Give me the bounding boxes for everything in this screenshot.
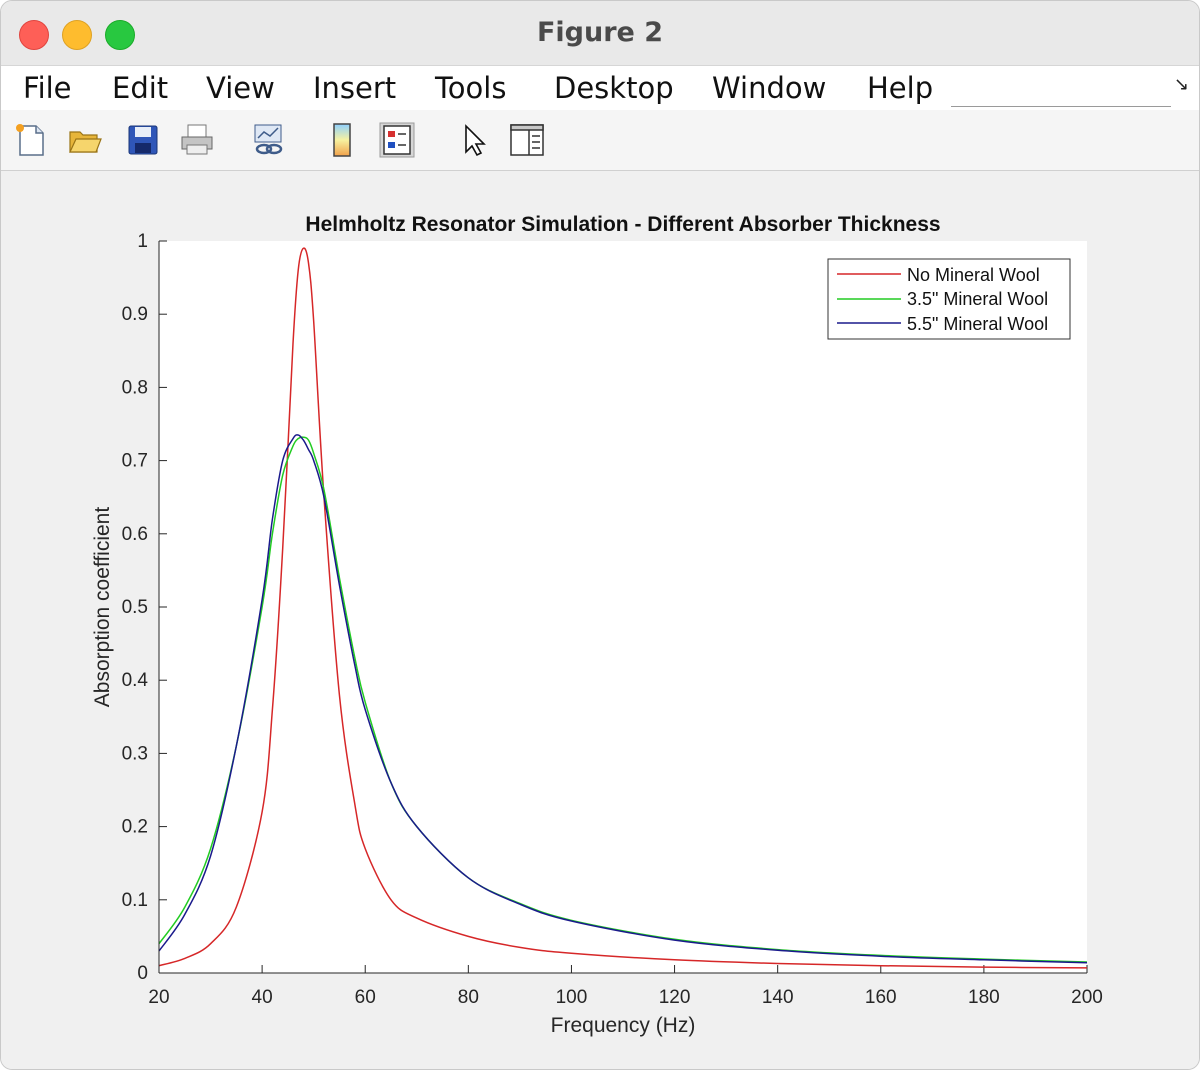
menu-insert[interactable]: Insert (313, 71, 397, 105)
x-tick-label: 140 (762, 987, 794, 1008)
legend-icon[interactable] (379, 122, 415, 158)
title-bar[interactable]: Figure 2 (1, 1, 1199, 65)
link-plot-icon[interactable] (251, 122, 287, 158)
pointer-arrow-icon[interactable] (457, 122, 493, 158)
figure-canvas: Helmholtz Resonator Simulation - Differe… (1, 171, 1199, 1069)
colorbar-icon[interactable] (325, 122, 361, 158)
menu-help[interactable]: Help (867, 71, 934, 105)
new-figure-icon[interactable] (13, 122, 49, 158)
line-chart[interactable]: Helmholtz Resonator Simulation - Differe… (1, 171, 1200, 1069)
toolbar (1, 110, 1199, 171)
window-title: Figure 2 (536, 17, 664, 48)
menu-bar: File Edit View Insert Tools Desktop Wind… (1, 65, 1199, 111)
legend-label-5-5-wool: 5.5" Mineral Wool (907, 314, 1048, 334)
series-line-5-5-mineral-wool[interactable] (158, 434, 1088, 964)
x-tick-label: 180 (968, 987, 1000, 1008)
close-window-button[interactable] (19, 20, 49, 50)
menu-tools[interactable]: Tools (435, 71, 507, 105)
y-tick-label: 0.2 (122, 817, 148, 838)
series-line-no-mineral-wool[interactable] (158, 247, 1088, 969)
y-tick-label: 0.9 (122, 304, 148, 325)
y-tick-label: 0 (137, 963, 148, 984)
open-folder-icon[interactable] (67, 122, 103, 158)
y-axis-label: Absorption coefficient (91, 507, 114, 708)
x-tick-label: 120 (659, 987, 691, 1008)
x-tick-label: 160 (865, 987, 897, 1008)
y-tick-label: 1 (137, 231, 148, 252)
y-tick-label: 0.6 (122, 524, 148, 545)
x-tick-label: 60 (355, 987, 376, 1008)
y-tick-label: 0.3 (122, 743, 148, 764)
dock-arrow-icon[interactable]: ↘ (1173, 74, 1189, 94)
x-tick-label: 40 (252, 987, 273, 1008)
minimize-window-button[interactable] (62, 20, 92, 50)
print-icon[interactable] (179, 122, 215, 158)
y-tick-label: 0.7 (122, 451, 148, 472)
y-tick-label: 0.1 (122, 890, 148, 911)
legend-label-3-5-wool: 3.5" Mineral Wool (907, 289, 1048, 309)
y-tick-label: 0.8 (122, 377, 148, 398)
x-axis-label: Frequency (Hz) (551, 1014, 696, 1037)
legend-label-no-wool: No Mineral Wool (907, 265, 1040, 285)
property-inspector-icon[interactable] (509, 122, 545, 158)
x-tick-label: 100 (556, 987, 588, 1008)
x-tick-label: 200 (1071, 987, 1103, 1008)
y-tick-label: 0.5 (122, 597, 148, 618)
menu-file[interactable]: File (23, 71, 72, 105)
legend[interactable]: No Mineral Wool 3.5" Mineral Wool 5.5" M… (827, 258, 1071, 340)
menu-separator (951, 106, 1171, 107)
x-tick-label: 20 (148, 987, 169, 1008)
menu-window[interactable]: Window (712, 71, 827, 105)
menu-view[interactable]: View (206, 71, 275, 105)
menu-desktop[interactable]: Desktop (554, 71, 674, 105)
menu-edit[interactable]: Edit (112, 71, 169, 105)
x-tick-label: 80 (458, 987, 479, 1008)
chart-title: Helmholtz Resonator Simulation - Differe… (305, 213, 940, 236)
plot-area (159, 241, 1087, 973)
maximize-window-button[interactable] (105, 20, 135, 50)
save-icon[interactable] (125, 122, 161, 158)
y-tick-label: 0.4 (122, 670, 149, 691)
